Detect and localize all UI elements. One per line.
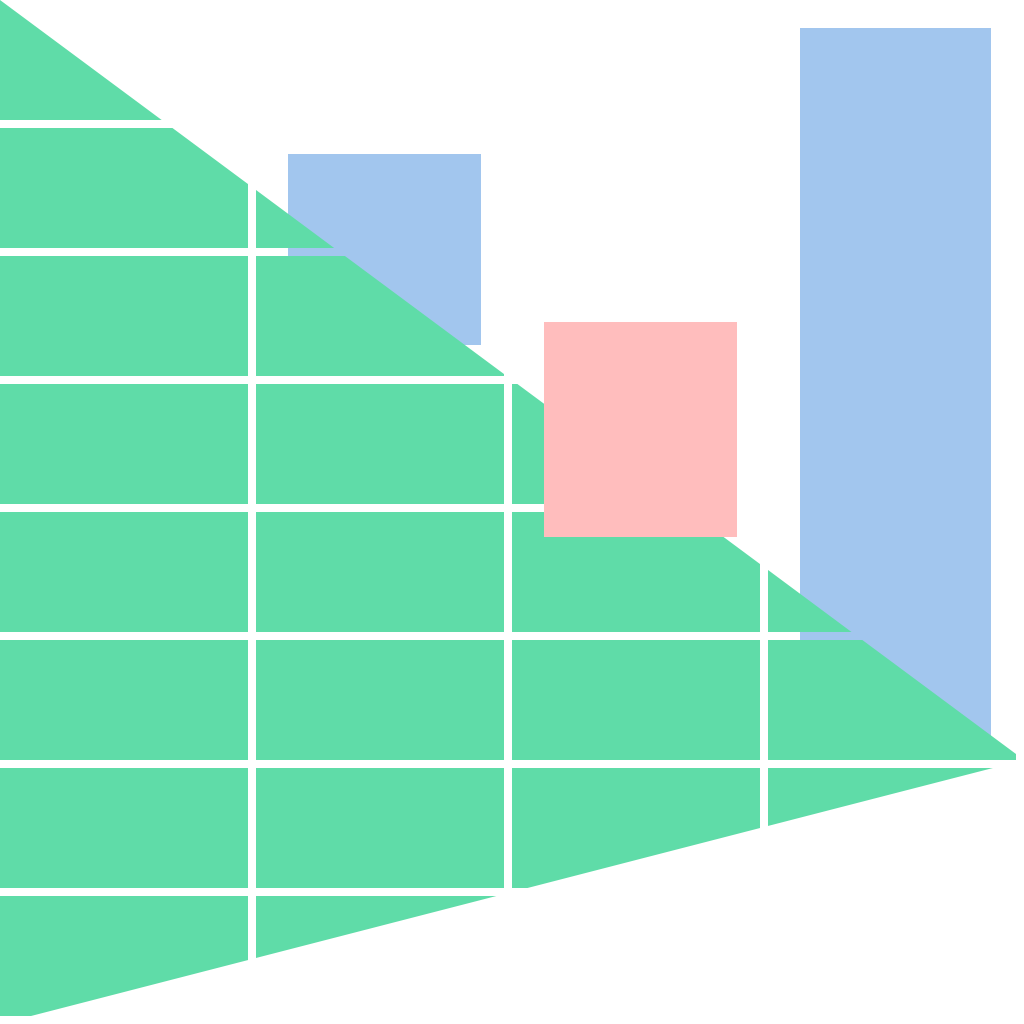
grid-cell [256,384,504,504]
grid-cell [512,640,760,760]
grid-cell [0,384,248,504]
grid-cell [256,512,504,632]
grid-cell [0,256,248,376]
bar-blue-right [800,28,991,760]
grid-cell [0,768,248,888]
grid-cell [0,640,248,760]
bar-pink-mid [544,322,737,537]
grid-cell [256,640,504,760]
grid-cell [0,512,248,632]
grid-cell [256,768,504,888]
